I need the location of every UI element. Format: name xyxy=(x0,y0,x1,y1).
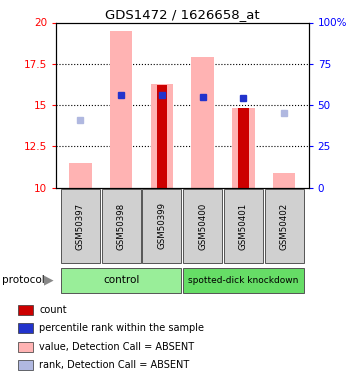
Text: GSM50397: GSM50397 xyxy=(76,202,85,249)
Text: rank, Detection Call = ABSENT: rank, Detection Call = ABSENT xyxy=(39,360,190,370)
Text: percentile rank within the sample: percentile rank within the sample xyxy=(39,324,204,333)
Bar xyxy=(191,57,214,188)
Bar xyxy=(18,305,33,315)
Bar xyxy=(224,189,263,263)
Text: count: count xyxy=(39,305,67,315)
Title: GDS1472 / 1626658_at: GDS1472 / 1626658_at xyxy=(105,8,260,21)
Bar xyxy=(18,360,33,370)
Bar xyxy=(101,189,141,263)
Text: GSM50401: GSM50401 xyxy=(239,202,248,250)
Bar xyxy=(110,31,132,188)
Text: GSM50400: GSM50400 xyxy=(198,202,207,250)
Text: protocol: protocol xyxy=(2,275,44,285)
Bar xyxy=(183,268,304,293)
Bar xyxy=(69,163,92,188)
Bar xyxy=(61,268,182,293)
Bar xyxy=(265,189,304,263)
Bar xyxy=(232,108,255,188)
Text: GSM50399: GSM50399 xyxy=(157,202,166,249)
Text: GSM50398: GSM50398 xyxy=(117,202,126,249)
Bar xyxy=(183,189,222,263)
Bar xyxy=(151,84,173,188)
Bar xyxy=(157,85,167,188)
Bar xyxy=(61,189,100,263)
Text: GSM50402: GSM50402 xyxy=(280,202,289,250)
Bar xyxy=(18,324,33,333)
Bar xyxy=(273,172,295,188)
Text: control: control xyxy=(103,275,139,285)
Text: ▶: ▶ xyxy=(44,274,53,286)
Text: spotted-dick knockdown: spotted-dick knockdown xyxy=(188,276,299,285)
Bar xyxy=(18,342,33,352)
Bar xyxy=(238,108,248,188)
Text: value, Detection Call = ABSENT: value, Detection Call = ABSENT xyxy=(39,342,195,352)
Bar xyxy=(142,189,182,263)
